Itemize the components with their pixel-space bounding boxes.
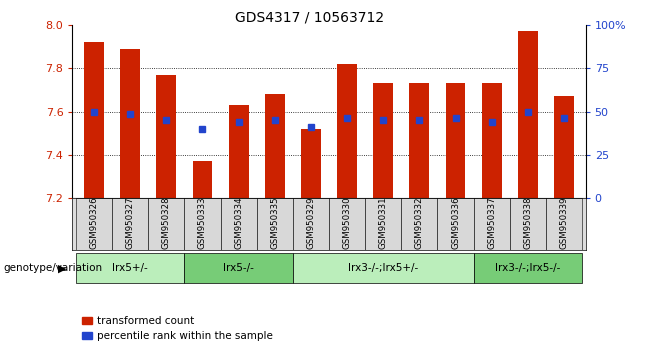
Text: GSM950336: GSM950336: [451, 196, 460, 249]
Bar: [401, 198, 438, 250]
Text: lrx5+/-: lrx5+/-: [113, 263, 148, 273]
Bar: [84, 42, 104, 198]
Text: GSM950327: GSM950327: [126, 196, 135, 249]
Bar: [184, 253, 293, 283]
Bar: [257, 198, 293, 250]
Text: GSM950337: GSM950337: [487, 196, 496, 249]
Bar: [148, 198, 184, 250]
Text: GSM950339: GSM950339: [559, 196, 569, 249]
Text: GSM950328: GSM950328: [162, 196, 171, 249]
Bar: [301, 129, 321, 198]
Text: lrx5-/-: lrx5-/-: [223, 263, 254, 273]
Bar: [229, 105, 249, 198]
Bar: [193, 161, 213, 198]
Bar: [482, 83, 501, 198]
Bar: [554, 96, 574, 198]
Bar: [474, 198, 510, 250]
Text: GSM950334: GSM950334: [234, 196, 243, 249]
Bar: [329, 198, 365, 250]
Text: GSM950329: GSM950329: [307, 196, 315, 249]
Text: GSM950331: GSM950331: [379, 196, 388, 249]
Bar: [157, 75, 176, 198]
Bar: [474, 253, 582, 283]
Text: GSM950335: GSM950335: [270, 196, 279, 249]
Bar: [510, 198, 546, 250]
Bar: [409, 83, 429, 198]
Bar: [293, 253, 474, 283]
Bar: [184, 198, 220, 250]
Bar: [76, 198, 112, 250]
Bar: [220, 198, 257, 250]
Text: genotype/variation: genotype/variation: [3, 263, 103, 273]
Text: lrx3-/-;lrx5-/-: lrx3-/-;lrx5-/-: [495, 263, 561, 273]
Text: GDS4317 / 10563712: GDS4317 / 10563712: [235, 11, 384, 25]
Bar: [120, 48, 140, 198]
Bar: [265, 94, 285, 198]
Text: GSM950330: GSM950330: [343, 196, 351, 249]
Bar: [365, 198, 401, 250]
Bar: [373, 83, 393, 198]
Text: GSM950338: GSM950338: [523, 196, 532, 249]
Legend: transformed count, percentile rank within the sample: transformed count, percentile rank withi…: [78, 312, 278, 345]
Text: GSM950326: GSM950326: [89, 196, 99, 249]
Bar: [438, 198, 474, 250]
Bar: [518, 31, 538, 198]
Bar: [76, 253, 184, 283]
Bar: [112, 198, 148, 250]
Bar: [546, 198, 582, 250]
Bar: [337, 64, 357, 198]
Text: lrx3-/-;lrx5+/-: lrx3-/-;lrx5+/-: [348, 263, 418, 273]
Bar: [445, 83, 465, 198]
Text: ▶: ▶: [59, 263, 66, 273]
Text: GSM950332: GSM950332: [415, 196, 424, 249]
Bar: [293, 198, 329, 250]
Text: GSM950333: GSM950333: [198, 196, 207, 249]
